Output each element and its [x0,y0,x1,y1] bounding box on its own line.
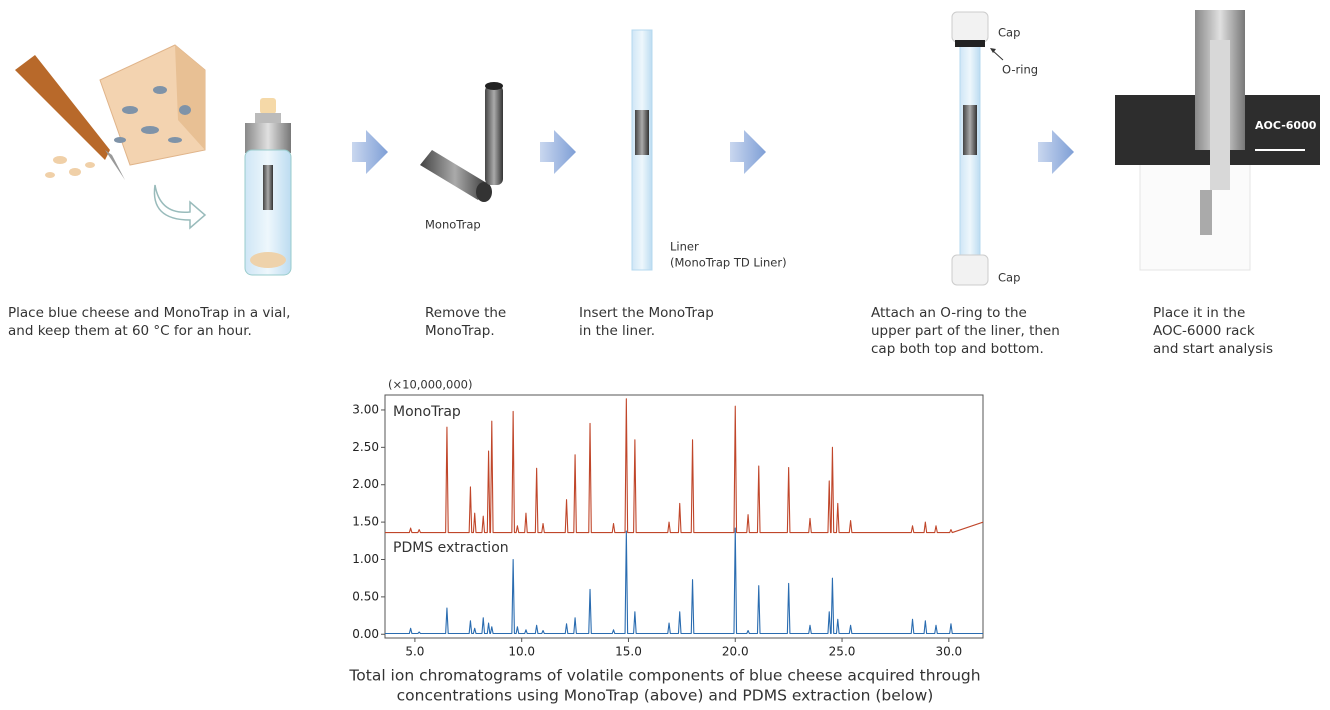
monotrap-label: MonoTrap [425,218,481,232]
aoc-illustration: AOC-6000 [1115,10,1320,271]
liner-illustration: Liner (MonoTrap TD Liner) [631,29,787,271]
y-tick-label: 2.00 [352,477,379,491]
y-tick-label: 1.50 [352,515,379,529]
step-caption: and keep them at 60 °C for an hour. [8,323,252,339]
plot-area [385,398,983,635]
step-caption: Place it in the [1153,305,1245,321]
series-label: PDMS extraction [393,540,509,556]
figure-caption: Total ion chromatograms of volatile comp… [348,667,980,685]
liner-label: Liner [670,240,699,254]
x-tick-label: 25.0 [829,645,856,659]
step-caption: cap both top and bottom. [871,341,1044,357]
y-unit-label: (×10,000,000) [388,378,472,392]
x-tick-label: 15.0 [615,645,642,659]
instrument-label: AOC-6000 [1255,119,1317,132]
chromatogram-line [385,398,983,534]
x-tick-label: 5.0 [405,645,424,659]
step-caption: Insert the MonoTrap [579,305,714,321]
y-tick-label: 2.50 [352,440,379,454]
monotrap-illustration: MonoTrap [420,82,503,232]
step-caption: Attach an O-ring to the [871,305,1027,321]
x-tick-label: 30.0 [935,645,962,659]
cheese-illustration [15,44,292,276]
step-caption: upper part of the liner, then [871,323,1060,339]
cap-label: Cap [998,271,1020,285]
series-label: MonoTrap [393,404,461,420]
chromatogram-line [385,527,983,635]
y-tick-label: 3.00 [352,402,379,416]
y-tick-label: 1.00 [352,552,379,566]
step-caption: Place blue cheese and MonoTrap in a vial… [8,305,290,321]
step-caption: MonoTrap. [425,323,495,339]
step-caption: in the liner. [579,323,655,339]
figure-caption: concentrations using MonoTrap (above) an… [397,687,934,705]
step-caption: AOC-6000 rack [1153,323,1255,339]
cap-label: Cap [998,26,1020,40]
capped-liner-illustration: Cap O-ring Cap [951,11,1038,286]
step-arrows [352,130,1074,174]
x-tick-label: 20.0 [722,645,749,659]
liner-label: (MonoTrap TD Liner) [670,256,787,270]
o-ring-label: O-ring [1002,63,1038,77]
step-caption: Remove the [425,305,506,321]
step-caption: and start analysis [1153,341,1273,357]
plot-frame [384,394,984,639]
y-tick-label: 0.50 [352,589,379,603]
x-tick-label: 10.0 [508,645,535,659]
y-tick-label: 0.00 [352,627,379,641]
